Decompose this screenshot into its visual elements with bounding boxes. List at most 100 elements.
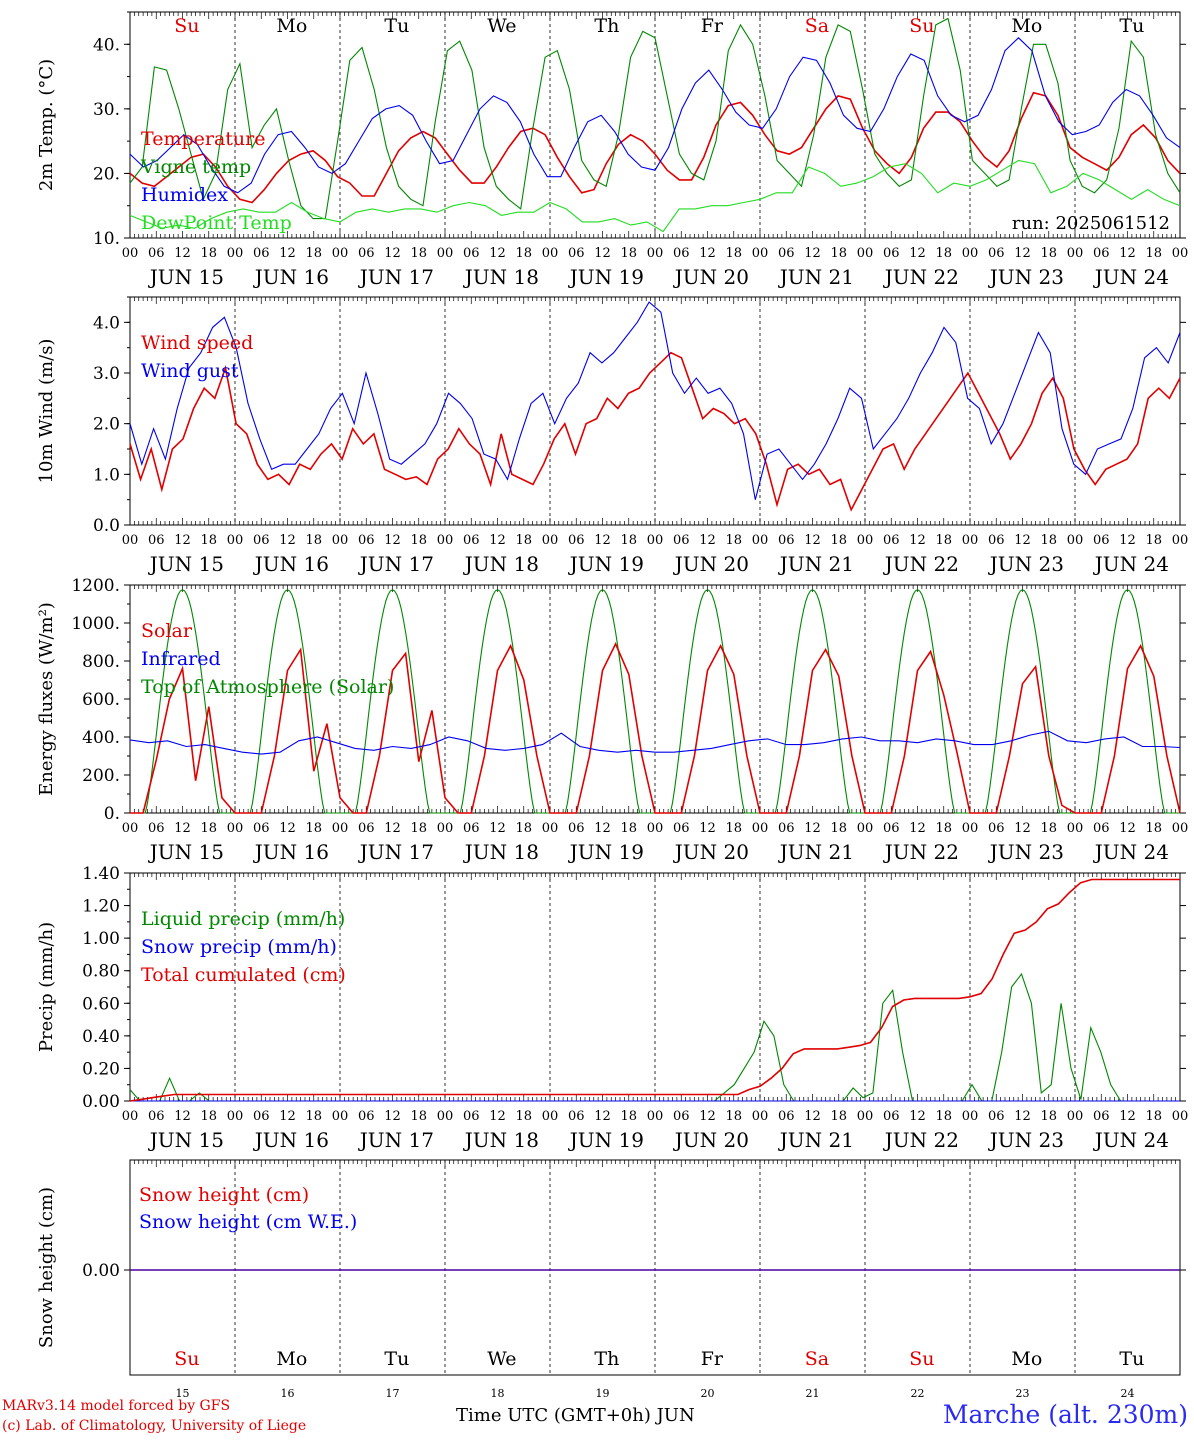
series-line-dewpoint-temp — [129, 159, 1181, 233]
hour-label: 12 — [804, 1109, 821, 1124]
series-line-infrared — [129, 730, 1181, 755]
weekday-label-bottom: Th — [594, 1348, 619, 1370]
hour-label: 12 — [174, 246, 191, 261]
panel-3: 0. 200. 400. 600. 800. 1000. 1200. Energy fluxe… — [36, 576, 1188, 864]
hour-label: 18 — [725, 821, 742, 836]
date-label: JUN 17 — [358, 552, 434, 576]
hour-label: 12 — [174, 821, 191, 836]
hour-label: 06 — [883, 246, 900, 261]
hour-label: 12 — [594, 1109, 611, 1124]
weekday-label-top: Tu — [1119, 15, 1144, 37]
legend-entry: Snow precip (mm/h) — [141, 936, 337, 958]
weekday-label-top: Su — [174, 15, 199, 37]
date-label: JUN 20 — [673, 1128, 749, 1152]
hour-label: 06 — [463, 821, 480, 836]
hour-label: 18 — [935, 533, 952, 548]
date-label: JUN 15 — [148, 840, 224, 864]
hour-label: 00 — [752, 533, 769, 548]
hour-label: 06 — [358, 1109, 375, 1124]
hour-label: 00 — [122, 246, 139, 261]
y-tick-label: 30. — [93, 100, 120, 120]
weekday-label-top: Th — [594, 15, 619, 37]
hour-label: 06 — [778, 1109, 795, 1124]
hour-label: 12 — [594, 246, 611, 261]
hour-label: 00 — [437, 821, 454, 836]
hour-label: 00 — [1067, 821, 1084, 836]
weekday-label-bottom: We — [487, 1348, 516, 1370]
hour-label: 00 — [962, 533, 979, 548]
hour-label: 12 — [594, 821, 611, 836]
hour-label: 18 — [830, 533, 847, 548]
y-tick-label: 10. — [93, 229, 120, 249]
hour-label: 18 — [1040, 533, 1057, 548]
hour-label: 12 — [489, 246, 506, 261]
hour-label: 00 — [857, 1109, 874, 1124]
hour-label: 18 — [200, 821, 217, 836]
hour-label: 00 — [542, 246, 559, 261]
hour-label: 06 — [1093, 821, 1110, 836]
hour-label: 00 — [962, 246, 979, 261]
date-label: JUN 21 — [778, 265, 854, 289]
hour-label: 18 — [1040, 1109, 1057, 1124]
series-line-wind-speed — [129, 351, 1181, 512]
hour-label: 00 — [1172, 533, 1189, 548]
hour-label: 00 — [437, 1109, 454, 1124]
legend-entry: Vigne temp — [140, 156, 251, 178]
date-label: JUN 15 — [148, 1128, 224, 1152]
date-label: JUN 22 — [883, 552, 959, 576]
hour-label: 00 — [332, 821, 349, 836]
hour-label: 12 — [384, 1109, 401, 1124]
day-number-label: 23 — [1016, 1387, 1030, 1400]
hour-label: 06 — [883, 533, 900, 548]
y-tick-label: 3.0 — [93, 364, 120, 384]
hour-label: 12 — [174, 533, 191, 548]
hour-label: 00 — [647, 1109, 664, 1124]
weekday-label-bottom: Sa — [805, 1348, 829, 1370]
y-tick-label: 40. — [93, 35, 120, 55]
weekday-label-top: Tu — [384, 15, 409, 37]
y-axis-title: Snow height (cm) — [36, 1187, 57, 1348]
hour-label: 18 — [515, 533, 532, 548]
date-label: JUN 19 — [568, 840, 644, 864]
legend-entry: Snow height (cm) — [139, 1184, 309, 1206]
date-label: JUN 24 — [1093, 840, 1169, 864]
hour-label: 18 — [1040, 246, 1057, 261]
legend-entry: Solar — [141, 620, 193, 642]
hour-label: 18 — [305, 533, 322, 548]
hour-label: 00 — [647, 246, 664, 261]
day-number-label: 17 — [386, 1387, 400, 1400]
hour-label: 00 — [647, 533, 664, 548]
y-axis-title: Energy fluxes (W/m²) — [36, 602, 57, 796]
hour-label: 06 — [463, 533, 480, 548]
hour-label: 12 — [699, 821, 716, 836]
hour-label: 18 — [410, 246, 427, 261]
hour-label: 06 — [1093, 1109, 1110, 1124]
date-label: JUN 17 — [358, 840, 434, 864]
hour-label: 12 — [1119, 246, 1136, 261]
y-tick-label: 0.00 — [82, 1261, 120, 1281]
legend-entry: Humidex — [141, 184, 228, 206]
hour-label: 12 — [909, 1109, 926, 1124]
hour-label: 12 — [384, 533, 401, 548]
hour-label: 06 — [358, 821, 375, 836]
hour-label: 06 — [883, 821, 900, 836]
hour-label: 06 — [568, 821, 585, 836]
hour-label: 06 — [778, 821, 795, 836]
date-label: JUN 18 — [463, 840, 539, 864]
y-tick-label: 1200. — [71, 576, 120, 596]
date-label: JUN 16 — [253, 1128, 329, 1152]
date-label: JUN 24 — [1093, 1128, 1169, 1152]
hour-label: 12 — [1119, 821, 1136, 836]
weekday-label-top: Mo — [1011, 15, 1042, 37]
hour-label: 06 — [253, 821, 270, 836]
hour-label: 12 — [384, 821, 401, 836]
hour-label: 18 — [1145, 246, 1162, 261]
hour-label: 06 — [988, 533, 1005, 548]
date-label: JUN 15 — [148, 265, 224, 289]
hour-label: 06 — [148, 1109, 165, 1124]
hour-label: 18 — [830, 246, 847, 261]
day-number-label: 24 — [1121, 1387, 1135, 1400]
y-tick-label: 1.20 — [82, 897, 120, 917]
series-line-humidex — [129, 37, 1181, 194]
hour-label: 06 — [358, 533, 375, 548]
